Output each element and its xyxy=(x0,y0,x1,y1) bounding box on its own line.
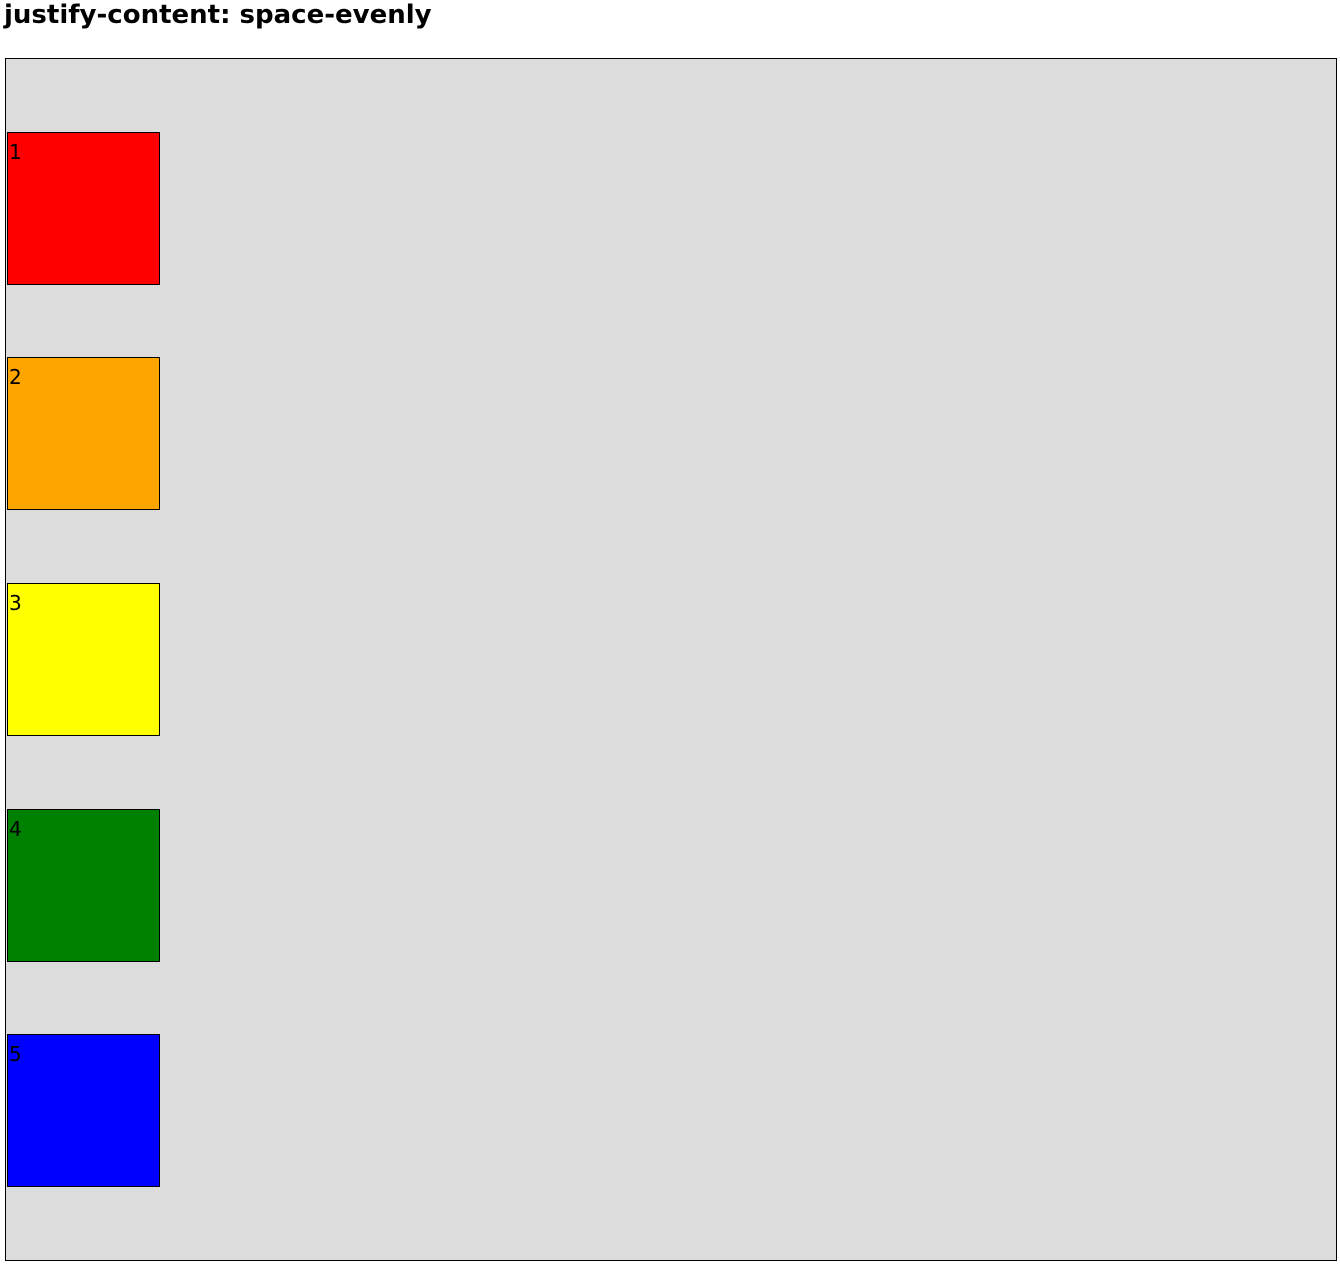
flex-box-4: 4 xyxy=(7,808,160,962)
flex-box-label: 2 xyxy=(9,365,22,390)
flex-box-2: 2 xyxy=(7,357,160,511)
flex-box-label: 5 xyxy=(9,1042,22,1067)
page-title: justify-content: space-evenly xyxy=(4,0,432,30)
flex-box-label: 3 xyxy=(9,590,22,615)
flex-box-label: 4 xyxy=(9,816,22,841)
flex-box-3: 3 xyxy=(7,582,160,736)
flex-box-5: 5 xyxy=(7,1034,160,1188)
flex-container: 1 2 3 4 5 xyxy=(5,58,1337,1261)
flex-box-label: 1 xyxy=(9,139,22,164)
flex-box-1: 1 xyxy=(7,131,160,285)
